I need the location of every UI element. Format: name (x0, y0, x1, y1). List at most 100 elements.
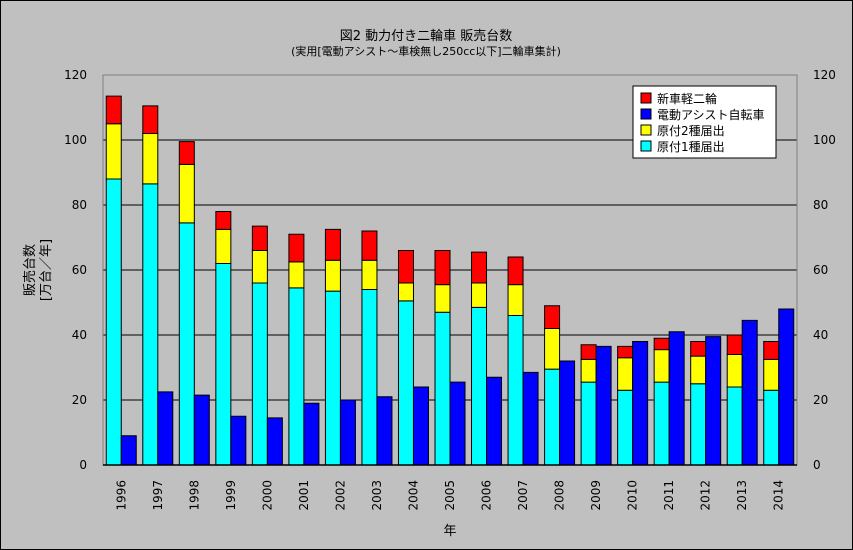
x-tick-label: 1996 (114, 480, 128, 511)
bar-segment (471, 306, 488, 466)
bar-assist (266, 417, 283, 466)
x-tick-label: 2013 (735, 480, 749, 511)
bar-segment (580, 358, 597, 383)
bar-segment (178, 222, 195, 466)
chart-subtitle: (実用[電動アシスト〜車検無し250cc以下]二輪車集計) (291, 44, 561, 58)
legend-swatch (640, 140, 652, 152)
x-tick-label: 2003 (370, 480, 384, 511)
bar-segment (178, 163, 195, 224)
bar-segment (105, 123, 122, 180)
bar-segment (763, 389, 780, 466)
bar-segment (690, 383, 707, 466)
bar-segment (507, 256, 524, 286)
y-tick-label-left: 40 (72, 328, 87, 342)
bar-segment (178, 141, 195, 165)
bar-segment (617, 357, 634, 391)
bar-segment (142, 133, 159, 185)
bar-segment (617, 389, 634, 466)
legend-box (632, 85, 777, 159)
bar-segment (105, 95, 122, 125)
bar-assist (412, 386, 429, 466)
bar-segment (215, 263, 232, 466)
x-tick-label: 2014 (772, 480, 786, 511)
bar-segment (324, 259, 341, 292)
bar-segment (361, 259, 378, 290)
legend-label: 原付1種届出 (657, 140, 725, 154)
bar-assist (705, 336, 722, 466)
bar-assist (120, 435, 137, 466)
x-tick-label: 2007 (516, 480, 530, 511)
bar-segment (251, 225, 268, 251)
bar-assist (157, 391, 174, 466)
bar-segment (507, 284, 524, 316)
bar-segment (653, 349, 670, 383)
bar-segment (471, 251, 488, 284)
bar-segment (288, 233, 305, 263)
axes (102, 74, 798, 466)
x-tick-label: 2001 (297, 480, 311, 511)
bar-segment (434, 250, 451, 286)
bar-segment (215, 228, 232, 264)
bar-assist (486, 376, 503, 466)
bar-segment (690, 341, 707, 357)
bar-assist (230, 415, 247, 466)
bar-segment (653, 381, 670, 466)
bar-segment (580, 381, 597, 466)
bar-segment (471, 282, 488, 308)
x-tick-label: 2004 (406, 480, 420, 511)
bar-segment (763, 341, 780, 360)
y-tick-label-right: 40 (813, 328, 828, 342)
y-tick-label-right: 80 (813, 198, 828, 212)
bar-segment (397, 282, 414, 302)
bar-segment (324, 228, 341, 261)
bar-segment (726, 354, 743, 388)
y-tick-label-left: 60 (72, 263, 87, 277)
x-tick-label: 2012 (699, 480, 713, 511)
bar-assist (339, 399, 356, 466)
x-tick-label: 2008 (553, 480, 567, 511)
y-tick-label-right: 120 (813, 68, 836, 82)
bar-segment (434, 284, 451, 313)
bar-segment (397, 250, 414, 284)
y-tick-label-right: 20 (813, 393, 828, 407)
bar-segment (142, 105, 159, 134)
bar-segment (215, 211, 232, 230)
y-axis-label-line: 販売台数 (22, 244, 38, 296)
bar-assist (193, 394, 210, 466)
bar-segment (726, 334, 743, 355)
x-axis-label: 年 (443, 524, 456, 539)
x-tick-label: 2009 (589, 480, 603, 511)
y-tick-label-left: 20 (72, 393, 87, 407)
y-tick-label-left: 100 (64, 133, 87, 147)
x-tick-label: 2011 (662, 480, 676, 511)
bar-segment (544, 305, 561, 329)
bar-segment (142, 183, 159, 466)
bar-assist (449, 381, 466, 466)
bar-segment (617, 345, 634, 359)
bar-segment (653, 337, 670, 351)
bar-segment (251, 282, 268, 466)
x-tick-label: 2010 (626, 480, 640, 511)
y-tick-label-left: 80 (72, 198, 87, 212)
y-tick-label-right: 100 (813, 133, 836, 147)
chart-title: 図2 動力付き二輪車 販売台数 (340, 28, 513, 44)
bar-segment (361, 289, 378, 466)
x-tick-label: 2006 (480, 480, 494, 511)
bar-assist (668, 331, 685, 466)
y-axis-label: 販売台数[万台／年] (22, 239, 54, 301)
bar-assist (522, 371, 539, 466)
bar-segment (288, 261, 305, 289)
x-tick-label: 1999 (224, 480, 238, 511)
bar-assist (741, 319, 758, 466)
bar-segment (288, 287, 305, 466)
tick-labels: 0 0 20 20 40 40 60 60 80 80 100 100 120 120 1996 1997 19… (64, 68, 836, 511)
bar-assist (303, 402, 320, 466)
x-tick-label: 1998 (187, 480, 201, 511)
bar-segment (580, 344, 597, 360)
bar-assist (559, 360, 576, 466)
y-tick-label-left: 120 (64, 68, 87, 82)
bar-segment (726, 386, 743, 466)
y-tick-label-left: 0 (79, 458, 87, 472)
